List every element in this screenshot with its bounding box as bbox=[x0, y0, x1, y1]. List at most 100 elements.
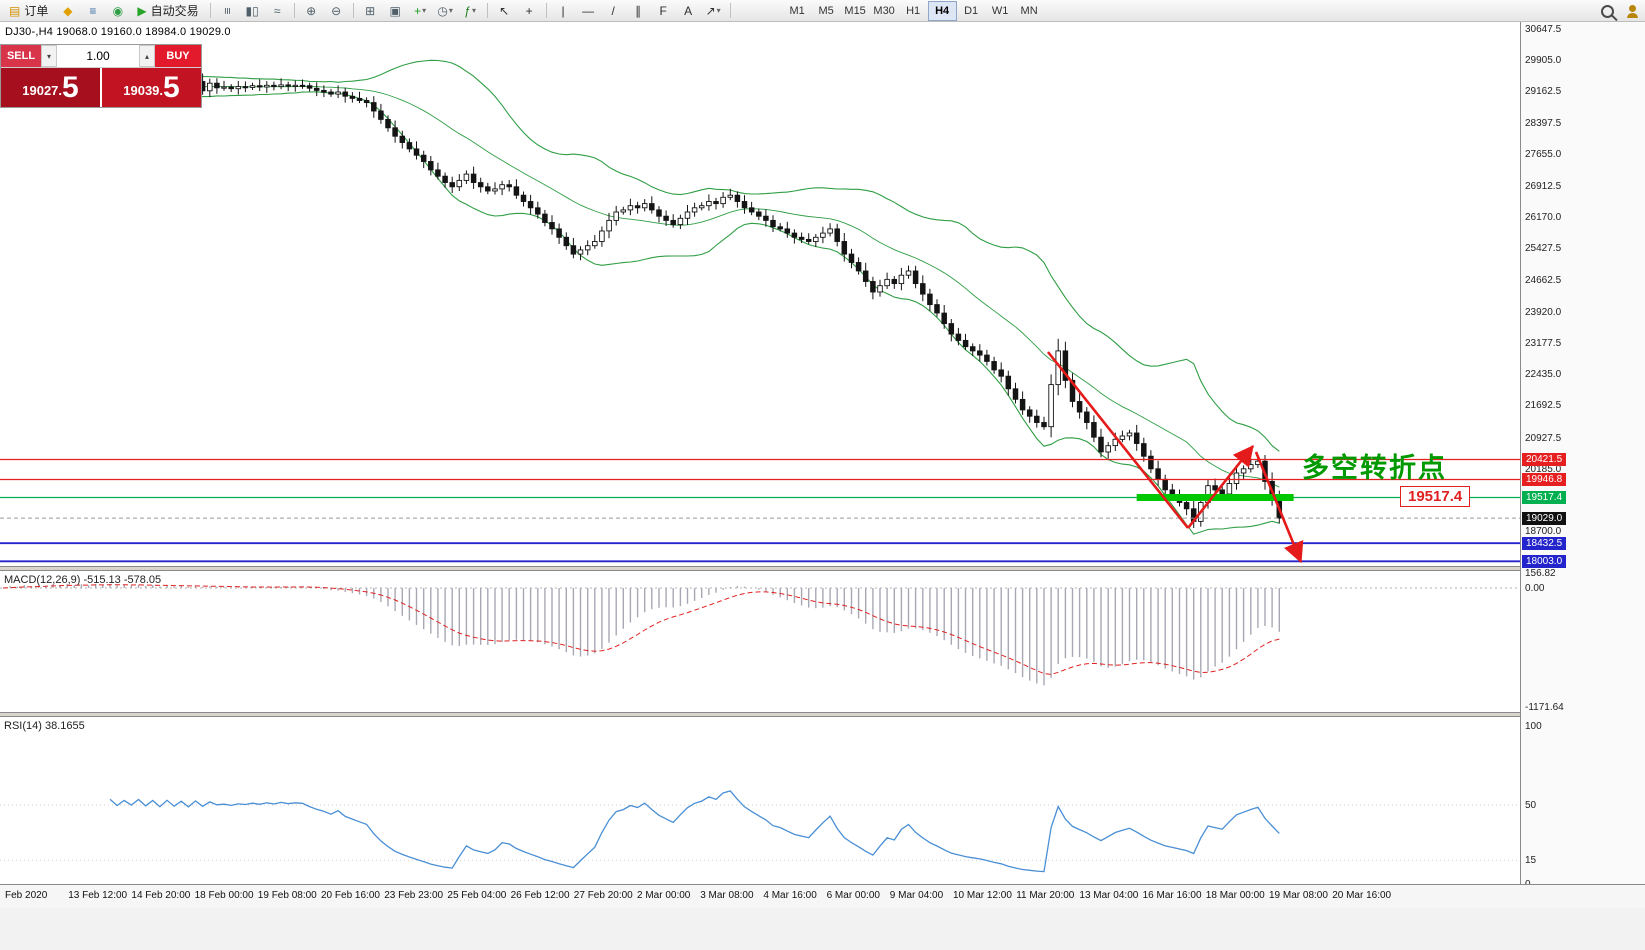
rsi-scale-label: 15 bbox=[1525, 854, 1537, 866]
panel-splitter[interactable] bbox=[0, 566, 1645, 571]
price-tag-19517.4: 19517.4 bbox=[1522, 491, 1567, 505]
support-zone-highlight[interactable] bbox=[1136, 494, 1294, 501]
turning-point-annotation[interactable]: 多空转折点 bbox=[1302, 453, 1447, 483]
metaeditor-icon[interactable]: ◆ bbox=[56, 1, 79, 21]
time-axis-label: 20 Mar 16:00 bbox=[1332, 890, 1392, 901]
price-scale-label: 22435.0 bbox=[1525, 369, 1562, 381]
price-scale-label: 28397.5 bbox=[1525, 118, 1562, 130]
new-chart-button[interactable]: + ▾ bbox=[409, 1, 432, 21]
timeframe-w1-button[interactable]: W1 bbox=[991, 4, 1009, 17]
price-scale-label: 20185.0 bbox=[1525, 463, 1562, 475]
timeframe-m30-button[interactable]: M30 bbox=[873, 4, 895, 17]
cursor-icon-glyph: ↖ bbox=[499, 3, 510, 18]
bollinger-lower-band bbox=[138, 91, 1280, 535]
new-order-button-glyph: ▤ bbox=[9, 3, 21, 18]
dropdown-caret-icon[interactable]: ▾ bbox=[422, 6, 427, 15]
equidistant-channel-icon[interactable]: ∥ bbox=[627, 1, 650, 21]
line-chart-icon[interactable]: ≈ bbox=[266, 1, 289, 21]
panel-splitter[interactable] bbox=[0, 712, 1645, 717]
community-icon[interactable] bbox=[1626, 4, 1639, 18]
timeframe-m5-button[interactable]: M5 bbox=[818, 4, 834, 17]
vertical-line-icon[interactable]: | bbox=[552, 1, 575, 21]
trend-arrow[interactable] bbox=[1254, 451, 1304, 564]
price-scale-label: 23177.5 bbox=[1525, 337, 1562, 349]
autotrading-button-glyph: ▶ bbox=[137, 3, 147, 18]
buy-price-pip: 5 bbox=[163, 70, 180, 104]
cascade-windows-icon[interactable]: ▣ bbox=[384, 1, 407, 21]
autotrading-button-label: 自动交易 bbox=[150, 4, 199, 18]
volume-decrement-button[interactable]: ▾ bbox=[41, 45, 57, 67]
volume-increment-button[interactable]: ▴ bbox=[139, 45, 155, 67]
arrows-tool-icon[interactable]: ↗ ▾ bbox=[702, 1, 725, 21]
price-tag-19946.8: 19946.8 bbox=[1522, 472, 1567, 486]
time-axis-label: 9 Mar 04:00 bbox=[889, 890, 944, 901]
price-scale-label: 25427.5 bbox=[1525, 243, 1562, 255]
macd-label: MACD(12,26,9) -515.13 -578.05 bbox=[4, 574, 162, 586]
trend-arrow[interactable] bbox=[1046, 351, 1190, 529]
time-axis[interactable]: Feb 2020 13 Feb 12:00 14 Feb 20:00 18 Feb 0… bbox=[0, 884, 1645, 908]
profiles-button[interactable]: ◷ ▾ bbox=[434, 1, 457, 21]
rsi-panel-canvas[interactable] bbox=[0, 717, 1520, 884]
cascade-windows-icon-glyph: ▣ bbox=[389, 3, 401, 18]
macd-scale-label: 0.00 bbox=[1525, 582, 1545, 594]
timeframe-h1-button[interactable]: H1 bbox=[906, 4, 921, 17]
trendline-icon[interactable]: / bbox=[602, 1, 625, 21]
buy-price-main: 19039. bbox=[123, 83, 164, 98]
time-axis-label: 11 Mar 20:00 bbox=[1016, 890, 1075, 901]
timeframe-m15-button[interactable]: M15 bbox=[844, 4, 866, 17]
price-tag-18003.0: 18003.0 bbox=[1522, 554, 1567, 568]
candlestick-chart-icon[interactable]: ▮▯ bbox=[241, 1, 264, 21]
dropdown-caret-icon[interactable]: ▾ bbox=[471, 6, 476, 15]
time-axis-label: 19 Mar 08:00 bbox=[1269, 890, 1328, 901]
zoom-in-icon[interactable]: ⊕ bbox=[300, 1, 323, 21]
vertical-line-icon-glyph: | bbox=[561, 3, 565, 18]
sell-price-display[interactable]: 19027. 5 bbox=[1, 68, 100, 107]
timeframe-d1-button[interactable]: D1 bbox=[964, 4, 979, 17]
search-icon[interactable] bbox=[1601, 4, 1614, 18]
new-order-button[interactable]: ▤ 订单 bbox=[2, 1, 55, 21]
market-depth-icon-glyph: ≡ bbox=[89, 3, 97, 18]
buy-button[interactable]: BUY bbox=[155, 45, 201, 67]
bar-chart-icon[interactable]: ≡ bbox=[216, 1, 239, 21]
time-axis-label: 19 Feb 08:00 bbox=[257, 890, 317, 901]
sell-button[interactable]: SELL bbox=[1, 45, 41, 67]
fibonacci-icon[interactable]: F bbox=[652, 1, 675, 21]
zoom-out-icon[interactable]: ⊖ bbox=[325, 1, 348, 21]
market-depth-icon[interactable]: ≡ bbox=[81, 1, 104, 21]
bollinger-upper-band bbox=[138, 59, 1280, 452]
new-chart-button-glyph: + bbox=[414, 3, 422, 18]
timeframe-h4-button[interactable]: H4 bbox=[927, 0, 957, 21]
dropdown-caret-icon[interactable]: ▾ bbox=[716, 6, 721, 15]
crosshair-icon-glyph: + bbox=[525, 3, 533, 18]
candlestick-chart-icon-glyph: ▮▯ bbox=[245, 3, 259, 18]
price-axis[interactable]: 30647.5 29905.0 29162.5 28397.5 27655.0 26912… bbox=[1520, 22, 1645, 890]
timeframe-mn-button[interactable]: MN bbox=[1020, 4, 1038, 17]
zoom-in-icon-glyph: ⊕ bbox=[306, 3, 317, 18]
time-axis-label: 6 Mar 00:00 bbox=[826, 890, 880, 901]
tile-windows-icon[interactable]: ⊞ bbox=[359, 1, 382, 21]
macd-panel-canvas[interactable] bbox=[0, 571, 1520, 712]
fibonacci-icon-glyph: F bbox=[659, 3, 667, 18]
horizontal-line-icon[interactable]: — bbox=[577, 1, 600, 21]
volume-input[interactable] bbox=[57, 45, 139, 67]
sell-price-pip: 5 bbox=[62, 70, 79, 104]
bottom-margin bbox=[0, 908, 1645, 950]
mql5-community-icon[interactable]: ◉ bbox=[106, 1, 129, 21]
text-tool-icon[interactable]: A bbox=[677, 1, 700, 21]
price-scale-label: 24662.5 bbox=[1525, 275, 1562, 287]
autotrading-button[interactable]: ▶ 自动交易 bbox=[130, 1, 205, 21]
time-axis-label: 26 Feb 12:00 bbox=[510, 890, 570, 901]
timeframe-m1-button[interactable]: M1 bbox=[789, 4, 805, 17]
trend-arrow[interactable] bbox=[1186, 444, 1255, 529]
dropdown-caret-icon[interactable]: ▾ bbox=[448, 6, 453, 15]
cursor-icon[interactable]: ↖ bbox=[493, 1, 516, 21]
support-level-label[interactable]: 19517.4 bbox=[1400, 486, 1471, 507]
time-axis-label: 18 Mar 00:00 bbox=[1205, 890, 1265, 901]
price-chart-canvas[interactable] bbox=[0, 22, 1520, 566]
bollinger-middle-band bbox=[138, 85, 1280, 488]
crosshair-icon[interactable]: + bbox=[518, 1, 541, 21]
arrows-tool-icon-glyph: ↗ bbox=[705, 3, 716, 18]
indicators-button[interactable]: ƒ ▾ bbox=[459, 1, 482, 21]
buy-price-display[interactable]: 19039. 5 bbox=[102, 68, 201, 107]
sell-price-main: 19027. bbox=[22, 83, 63, 98]
